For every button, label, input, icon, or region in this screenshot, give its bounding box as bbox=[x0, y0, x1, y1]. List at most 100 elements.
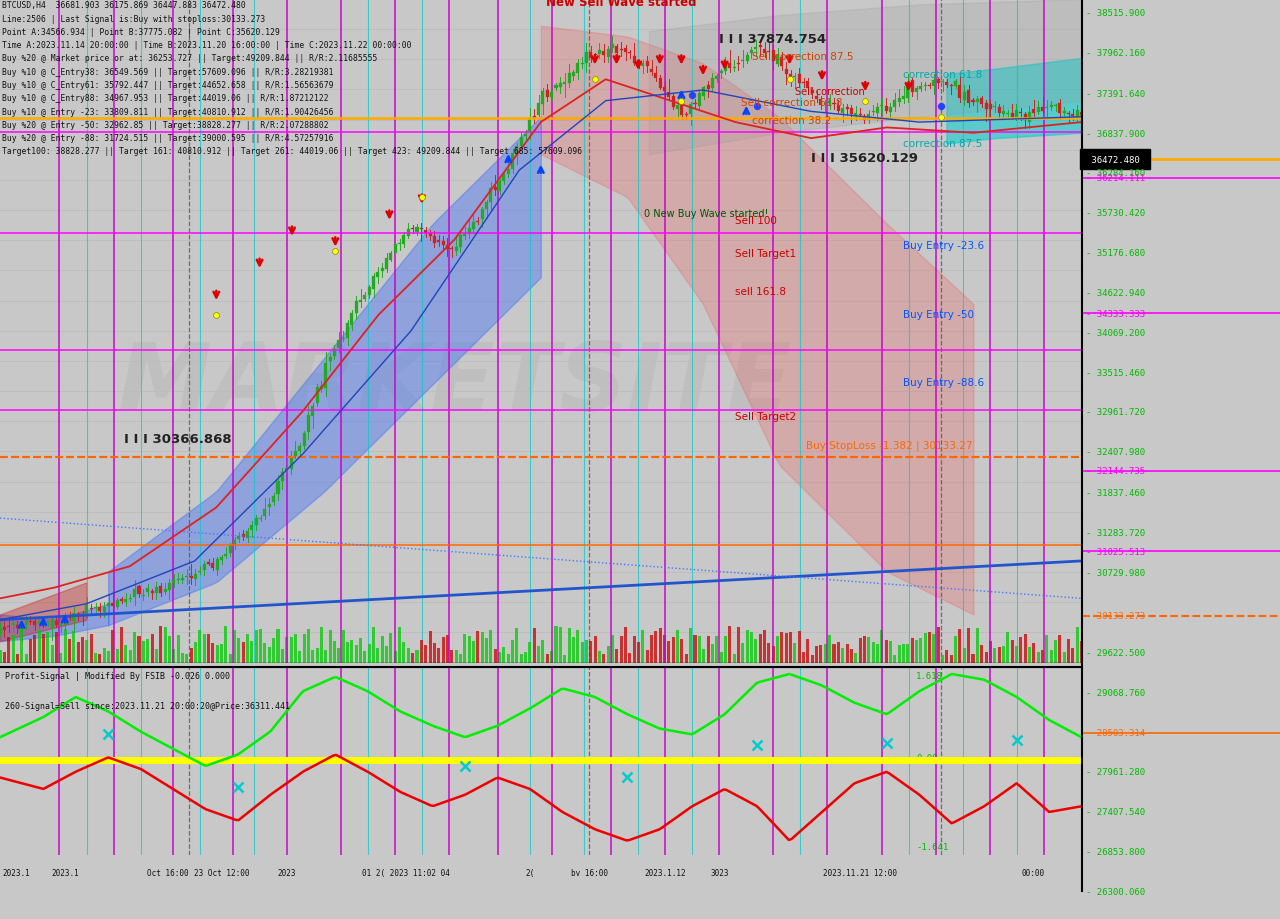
Bar bbox=[572, 73, 575, 77]
Bar bbox=[628, 652, 631, 663]
Bar bbox=[728, 627, 731, 663]
Bar bbox=[37, 630, 41, 663]
Text: - 31283.720: - 31283.720 bbox=[1085, 528, 1144, 538]
Bar bbox=[364, 651, 366, 663]
Bar bbox=[111, 630, 114, 663]
Bar bbox=[77, 642, 79, 663]
Bar bbox=[51, 646, 54, 663]
Bar bbox=[746, 56, 749, 62]
Bar bbox=[215, 560, 219, 570]
Bar bbox=[663, 636, 666, 663]
Bar bbox=[276, 482, 279, 494]
Bar bbox=[681, 639, 684, 663]
Bar bbox=[429, 234, 431, 237]
Bar bbox=[302, 433, 306, 446]
Bar bbox=[963, 649, 966, 663]
Bar bbox=[928, 85, 931, 86]
Bar bbox=[732, 68, 736, 69]
Bar bbox=[329, 357, 332, 362]
Bar bbox=[810, 655, 814, 663]
Bar bbox=[772, 51, 774, 62]
Bar bbox=[772, 646, 774, 663]
Bar bbox=[637, 642, 640, 663]
Bar bbox=[268, 504, 271, 508]
Bar bbox=[785, 633, 787, 663]
Text: 2023.1: 2023.1 bbox=[51, 868, 79, 878]
Bar bbox=[797, 631, 801, 663]
Bar bbox=[120, 627, 123, 663]
Bar bbox=[159, 586, 163, 593]
Text: sell 161.8: sell 161.8 bbox=[736, 287, 786, 297]
Bar bbox=[316, 649, 319, 663]
Bar bbox=[767, 52, 771, 53]
Bar bbox=[207, 562, 210, 564]
Bar bbox=[1006, 632, 1009, 663]
Bar bbox=[155, 587, 157, 594]
Bar bbox=[220, 645, 223, 663]
Bar bbox=[246, 634, 250, 663]
Bar bbox=[29, 621, 32, 622]
Bar bbox=[585, 53, 588, 63]
Bar bbox=[707, 636, 709, 663]
Bar bbox=[806, 82, 809, 88]
Text: - 29622.500: - 29622.500 bbox=[1085, 648, 1144, 657]
Bar bbox=[1050, 106, 1052, 108]
Bar bbox=[1059, 104, 1061, 114]
Bar bbox=[828, 635, 831, 663]
Bar bbox=[876, 644, 879, 663]
Bar bbox=[124, 646, 128, 663]
Bar bbox=[589, 641, 593, 663]
Text: 2023.1: 2023.1 bbox=[3, 868, 31, 878]
Bar bbox=[824, 104, 827, 105]
Bar bbox=[289, 637, 293, 663]
Bar bbox=[703, 650, 705, 663]
Bar bbox=[146, 588, 150, 593]
Bar bbox=[963, 94, 966, 101]
Bar bbox=[229, 654, 232, 663]
Bar bbox=[93, 653, 97, 663]
Bar bbox=[846, 645, 849, 663]
Bar bbox=[33, 635, 36, 663]
Bar bbox=[850, 649, 852, 663]
Bar bbox=[8, 637, 10, 663]
Bar bbox=[837, 642, 840, 663]
Bar bbox=[980, 645, 983, 663]
Bar bbox=[776, 636, 780, 663]
Bar bbox=[650, 635, 653, 663]
Bar bbox=[42, 623, 45, 624]
Bar bbox=[529, 642, 531, 663]
Text: 01 2( 2023 11:02 04: 01 2( 2023 11:02 04 bbox=[362, 868, 449, 878]
Bar bbox=[445, 245, 449, 250]
Text: - 35730.420: - 35730.420 bbox=[1085, 209, 1144, 218]
Text: Buy StopLoss -1.382 | 30133.27: Buy StopLoss -1.382 | 30133.27 bbox=[806, 440, 973, 450]
Bar bbox=[1032, 643, 1036, 663]
Bar bbox=[659, 628, 662, 663]
Bar bbox=[233, 630, 236, 663]
Bar bbox=[1024, 115, 1027, 121]
Text: Point A:34566.934 | Point B:37775.082 | Point C:35620.129: Point A:34566.934 | Point B:37775.082 | … bbox=[3, 28, 280, 37]
Bar bbox=[316, 388, 319, 403]
Bar bbox=[984, 652, 988, 663]
Bar bbox=[420, 229, 422, 230]
Text: Time A:2023.11.14 20:00:00 | Time B:2023.11.20 16:00:00 | Time C:2023.11.22 00:0: Time A:2023.11.14 20:00:00 | Time B:2023… bbox=[3, 41, 412, 51]
Bar bbox=[538, 646, 540, 663]
Bar bbox=[598, 652, 600, 663]
Bar bbox=[298, 652, 301, 663]
Bar bbox=[698, 95, 701, 107]
Bar bbox=[111, 603, 114, 607]
Bar bbox=[950, 655, 952, 663]
Bar bbox=[351, 641, 353, 663]
Bar bbox=[115, 649, 119, 663]
Bar bbox=[910, 639, 914, 663]
Text: I I I 35620.129: I I I 35620.129 bbox=[812, 152, 918, 165]
Bar bbox=[628, 53, 631, 54]
Bar bbox=[389, 633, 393, 663]
Text: 2023: 2023 bbox=[278, 868, 296, 878]
Bar bbox=[881, 106, 883, 108]
Bar bbox=[881, 630, 883, 663]
Bar bbox=[545, 654, 549, 663]
Bar bbox=[993, 648, 996, 663]
Bar bbox=[676, 630, 680, 663]
Bar bbox=[928, 632, 931, 663]
Bar bbox=[815, 96, 818, 100]
